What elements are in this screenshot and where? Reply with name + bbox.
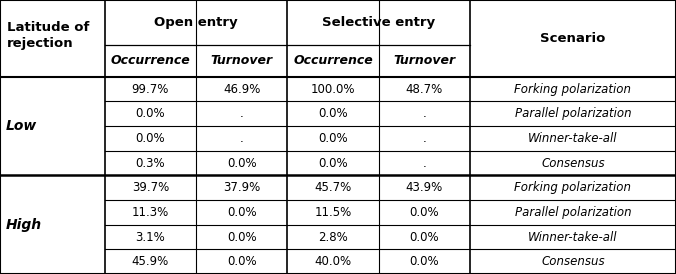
Text: 0.3%: 0.3%: [136, 156, 165, 170]
Text: Turnover: Turnover: [211, 55, 272, 67]
Text: .: .: [240, 107, 243, 120]
Text: 39.7%: 39.7%: [132, 181, 169, 194]
Text: 45.7%: 45.7%: [314, 181, 352, 194]
Text: Winner-take-all: Winner-take-all: [528, 230, 618, 244]
Text: 100.0%: 100.0%: [311, 82, 355, 96]
Text: Forking polarization: Forking polarization: [514, 181, 631, 194]
Text: 0.0%: 0.0%: [227, 206, 256, 219]
Text: Open entry: Open entry: [154, 16, 238, 29]
Text: 11.3%: 11.3%: [132, 206, 169, 219]
Text: 0.0%: 0.0%: [410, 230, 439, 244]
Text: 0.0%: 0.0%: [227, 156, 256, 170]
Text: 48.7%: 48.7%: [406, 82, 443, 96]
Text: 46.9%: 46.9%: [223, 82, 260, 96]
Text: Occurrence: Occurrence: [111, 55, 190, 67]
Text: Scenario: Scenario: [540, 32, 606, 45]
Text: 43.9%: 43.9%: [406, 181, 443, 194]
Text: 0.0%: 0.0%: [136, 132, 165, 145]
Text: .: .: [422, 156, 426, 170]
Text: Latitude of
rejection: Latitude of rejection: [7, 21, 89, 50]
Text: 0.0%: 0.0%: [318, 156, 347, 170]
Text: Parallel polarization: Parallel polarization: [514, 206, 631, 219]
Text: Consensus: Consensus: [541, 156, 605, 170]
Text: Winner-take-all: Winner-take-all: [528, 132, 618, 145]
Text: 0.0%: 0.0%: [227, 230, 256, 244]
Text: Parallel polarization: Parallel polarization: [514, 107, 631, 120]
Text: Turnover: Turnover: [393, 55, 455, 67]
Text: .: .: [422, 132, 426, 145]
Text: Occurrence: Occurrence: [293, 55, 372, 67]
Text: 0.0%: 0.0%: [410, 255, 439, 268]
Text: 0.0%: 0.0%: [136, 107, 165, 120]
Text: 40.0%: 40.0%: [314, 255, 352, 268]
Text: .: .: [240, 132, 243, 145]
Text: Consensus: Consensus: [541, 255, 605, 268]
Text: Forking polarization: Forking polarization: [514, 82, 631, 96]
Text: 99.7%: 99.7%: [132, 82, 169, 96]
Text: 45.9%: 45.9%: [132, 255, 169, 268]
Text: 3.1%: 3.1%: [135, 230, 166, 244]
Text: High: High: [5, 218, 41, 232]
Text: 37.9%: 37.9%: [223, 181, 260, 194]
Text: Selective entry: Selective entry: [322, 16, 435, 29]
Text: 0.0%: 0.0%: [318, 107, 347, 120]
Text: 0.0%: 0.0%: [410, 206, 439, 219]
Text: .: .: [422, 107, 426, 120]
Text: 0.0%: 0.0%: [227, 255, 256, 268]
Text: 0.0%: 0.0%: [318, 132, 347, 145]
Text: 2.8%: 2.8%: [318, 230, 348, 244]
Text: 11.5%: 11.5%: [314, 206, 352, 219]
Text: Low: Low: [5, 119, 37, 133]
